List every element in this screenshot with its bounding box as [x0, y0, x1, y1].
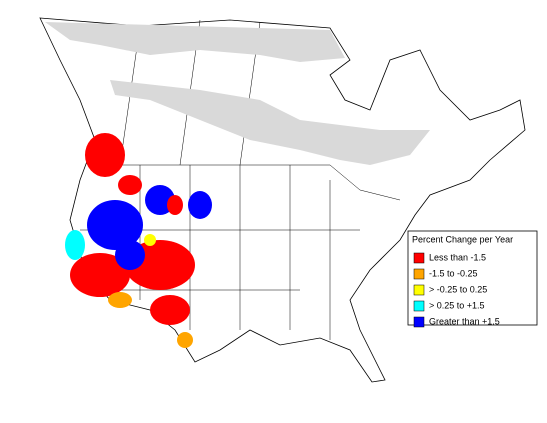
legend-label: Less than -1.5 [429, 252, 486, 262]
survey-trend-blobs [65, 133, 212, 348]
legend-swatch [413, 252, 425, 264]
no-data-area [45, 22, 430, 165]
legend-label: > 0.25 to +1.5 [429, 300, 485, 310]
legend-swatch [413, 316, 425, 328]
legend-label: > -0.25 to 0.25 [429, 284, 487, 294]
legend-swatch [413, 284, 425, 296]
land [39, 17, 526, 383]
legend-box [407, 230, 538, 326]
legend: Percent Change per Year Less than -1.5 -1… [407, 230, 538, 328]
legend-swatch [413, 268, 425, 280]
legend-label: Greater than +1.5 [429, 316, 500, 326]
legend-swatch [413, 300, 425, 312]
legend-label: -1.5 to -0.25 [429, 268, 478, 278]
legend-title: Percent Change per Year [412, 234, 513, 244]
